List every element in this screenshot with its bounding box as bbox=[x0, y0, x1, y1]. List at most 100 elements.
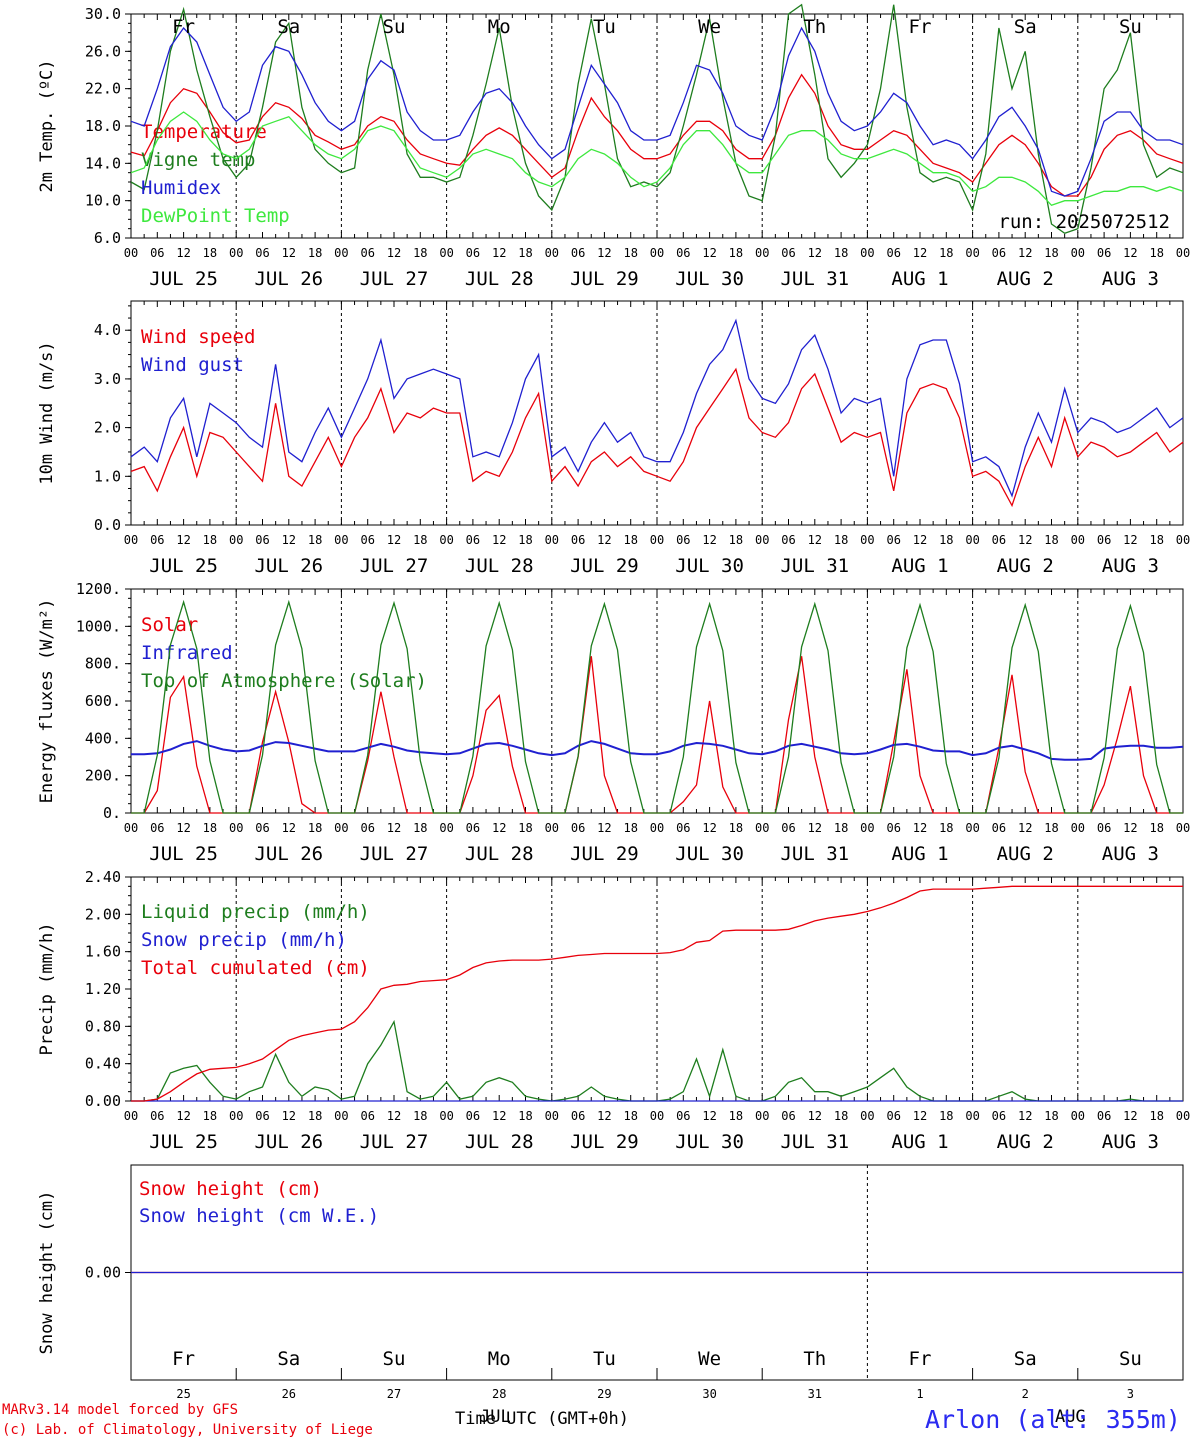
y-tick-label: 200. bbox=[85, 767, 121, 785]
hour-label: 06 bbox=[360, 821, 374, 835]
hour-label: 12 bbox=[808, 533, 822, 547]
y-tick-label: 22.0 bbox=[85, 80, 121, 98]
date-label: JUL 31 bbox=[780, 555, 849, 577]
y-tick-label: 6.0 bbox=[94, 229, 121, 247]
hour-label: 06 bbox=[571, 821, 585, 835]
y-axis-title: Snow height (cm) bbox=[37, 1191, 57, 1355]
series-line bbox=[130, 318, 1184, 498]
hour-label: 00 bbox=[965, 246, 979, 260]
hour-label: 06 bbox=[150, 246, 164, 260]
hour-label: 18 bbox=[1044, 246, 1058, 260]
hour-label: 18 bbox=[623, 1109, 637, 1123]
day-number-label: 31 bbox=[808, 1387, 822, 1401]
weekday-label: Su bbox=[383, 1348, 406, 1370]
hour-label: 18 bbox=[203, 821, 217, 835]
hour-label: 18 bbox=[518, 1109, 532, 1123]
legend-label: Snow height (cm W.E.) bbox=[139, 1205, 379, 1227]
hour-label: 00 bbox=[229, 1109, 243, 1123]
y-tick-label: 1000. bbox=[76, 617, 121, 635]
date-label: JUL 30 bbox=[675, 268, 744, 290]
hour-label: 06 bbox=[150, 821, 164, 835]
series-line bbox=[130, 73, 1184, 197]
hour-label: 00 bbox=[439, 821, 453, 835]
weekday-label: Th bbox=[803, 16, 826, 38]
hour-label: 06 bbox=[676, 246, 690, 260]
hour-label: 18 bbox=[729, 821, 743, 835]
hour-label: 18 bbox=[623, 246, 637, 260]
date-label: AUG 3 bbox=[1102, 555, 1159, 577]
hour-label: 00 bbox=[334, 1109, 348, 1123]
hour-label: 00 bbox=[124, 1109, 138, 1123]
hour-label: 12 bbox=[387, 1109, 401, 1123]
hour-label: 06 bbox=[150, 1109, 164, 1123]
weekday-label: Su bbox=[383, 16, 406, 38]
hour-label: 06 bbox=[676, 1109, 690, 1123]
y-tick-label: 0.80 bbox=[85, 1017, 121, 1035]
hour-label: 00 bbox=[755, 1109, 769, 1123]
y-tick-label: 0.00 bbox=[85, 1264, 121, 1282]
hour-label: 06 bbox=[466, 1109, 480, 1123]
legend-label: Snow height (cm) bbox=[139, 1178, 322, 1200]
hour-label: 00 bbox=[229, 533, 243, 547]
hour-label: 18 bbox=[729, 246, 743, 260]
plot-frame bbox=[130, 588, 1184, 814]
hour-label: 18 bbox=[413, 821, 427, 835]
y-tick-label: 2.00 bbox=[85, 905, 121, 923]
date-label: JUL 26 bbox=[254, 843, 323, 865]
hour-label: 12 bbox=[387, 246, 401, 260]
hour-label: 12 bbox=[1018, 533, 1032, 547]
date-label: AUG 2 bbox=[997, 268, 1054, 290]
y-tick-label: 2.0 bbox=[94, 419, 121, 437]
day-number-label: 1 bbox=[916, 1387, 923, 1401]
hour-label: 06 bbox=[781, 246, 795, 260]
hour-label: 12 bbox=[597, 246, 611, 260]
hour-label: 12 bbox=[387, 533, 401, 547]
series-line bbox=[131, 885, 1183, 1102]
hour-label: 12 bbox=[1018, 821, 1032, 835]
x-axis-overlay-aug: AUG bbox=[1055, 1407, 1086, 1427]
hour-label: 18 bbox=[1149, 246, 1163, 260]
hour-label: 18 bbox=[939, 821, 953, 835]
hour-label: 18 bbox=[939, 1109, 953, 1123]
date-label: JUL 26 bbox=[254, 555, 323, 577]
hour-label: 00 bbox=[439, 1109, 453, 1123]
y-tick-label: 4.0 bbox=[94, 321, 121, 339]
legend-label: Humidex bbox=[141, 177, 221, 199]
hour-label: 18 bbox=[623, 533, 637, 547]
y-tick-label: 1.60 bbox=[85, 943, 121, 961]
hour-label: 06 bbox=[1097, 1109, 1111, 1123]
hour-label: 18 bbox=[203, 1109, 217, 1123]
day-number-label: 30 bbox=[702, 1387, 716, 1401]
y-tick-label: 1.0 bbox=[94, 467, 121, 485]
y-tick-label: 0. bbox=[103, 804, 121, 822]
hour-label: 06 bbox=[992, 533, 1006, 547]
hour-label: 00 bbox=[229, 821, 243, 835]
weekday-label: Fr bbox=[909, 1348, 932, 1370]
hour-label: 18 bbox=[939, 533, 953, 547]
hour-label: 00 bbox=[545, 533, 559, 547]
hour-label: 00 bbox=[755, 246, 769, 260]
hour-label: 12 bbox=[176, 533, 190, 547]
date-label: JUL 27 bbox=[360, 843, 429, 865]
legend-label: Total cumulated (cm) bbox=[141, 957, 370, 979]
hour-label: 18 bbox=[939, 246, 953, 260]
series-line bbox=[131, 599, 1183, 814]
hour-label: 00 bbox=[124, 821, 138, 835]
hour-label: 00 bbox=[860, 533, 874, 547]
hour-label: 06 bbox=[360, 246, 374, 260]
hour-label: 06 bbox=[466, 821, 480, 835]
date-label: JUL 31 bbox=[780, 843, 849, 865]
hour-label: 00 bbox=[860, 246, 874, 260]
date-label: JUL 27 bbox=[360, 268, 429, 290]
plot-frame bbox=[130, 300, 1184, 526]
weekday-label: Mo bbox=[488, 16, 511, 38]
hour-label: 00 bbox=[965, 821, 979, 835]
hour-label: 06 bbox=[255, 1109, 269, 1123]
hour-label: 18 bbox=[413, 246, 427, 260]
date-label: AUG 2 bbox=[997, 843, 1054, 865]
hour-label: 06 bbox=[676, 533, 690, 547]
series-line bbox=[131, 740, 1184, 761]
date-label: AUG 1 bbox=[891, 1131, 948, 1153]
hour-label: 12 bbox=[597, 533, 611, 547]
